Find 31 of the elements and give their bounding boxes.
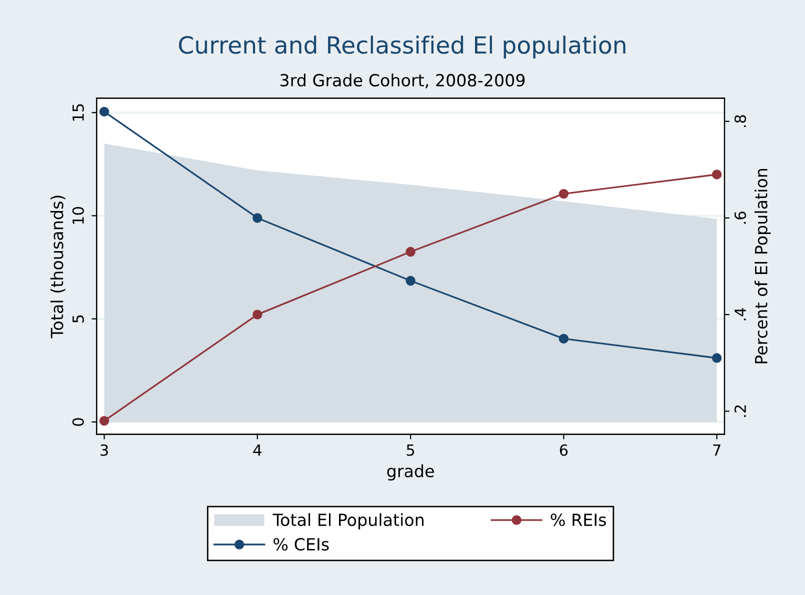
legend-label: Total El Population xyxy=(272,513,424,530)
y-axis-title: Total (thousands) xyxy=(50,196,66,338)
y-tick-label: 5 xyxy=(72,315,84,323)
x-tick-label: 5 xyxy=(406,444,414,456)
point xyxy=(252,310,262,320)
x-tick-label: 4 xyxy=(253,444,262,456)
chart-title: Current and Reclassified El population xyxy=(178,36,626,58)
point xyxy=(558,188,569,199)
point xyxy=(252,213,262,223)
x-tick-label: 3 xyxy=(100,444,108,456)
point xyxy=(558,334,569,344)
chart-subtitle: 3rd Grade Cohort, 2008-2009 xyxy=(280,74,525,88)
y2-tick-label: .4 xyxy=(734,308,746,320)
x-tick-label: 6 xyxy=(560,444,568,456)
y-tick-label: 15 xyxy=(72,104,84,121)
y2-tick-label: .6 xyxy=(734,212,746,224)
y2-tick-label: .2 xyxy=(734,405,746,417)
legend-label: % REIs xyxy=(550,514,606,526)
y2-axis-title: Percent of El Population xyxy=(754,168,771,364)
point xyxy=(406,246,416,257)
point xyxy=(99,416,110,426)
point xyxy=(406,276,416,286)
legend-label: % CEIs xyxy=(274,538,329,551)
y-tick-label: 10 xyxy=(72,207,84,224)
point xyxy=(712,353,722,363)
x-tick-label: 7 xyxy=(713,444,720,456)
point xyxy=(712,170,722,180)
point xyxy=(99,106,110,117)
x-axis-title: grade xyxy=(387,464,434,481)
y2-tick-label: .8 xyxy=(734,115,746,128)
y-tick-label: 0 xyxy=(72,418,84,426)
